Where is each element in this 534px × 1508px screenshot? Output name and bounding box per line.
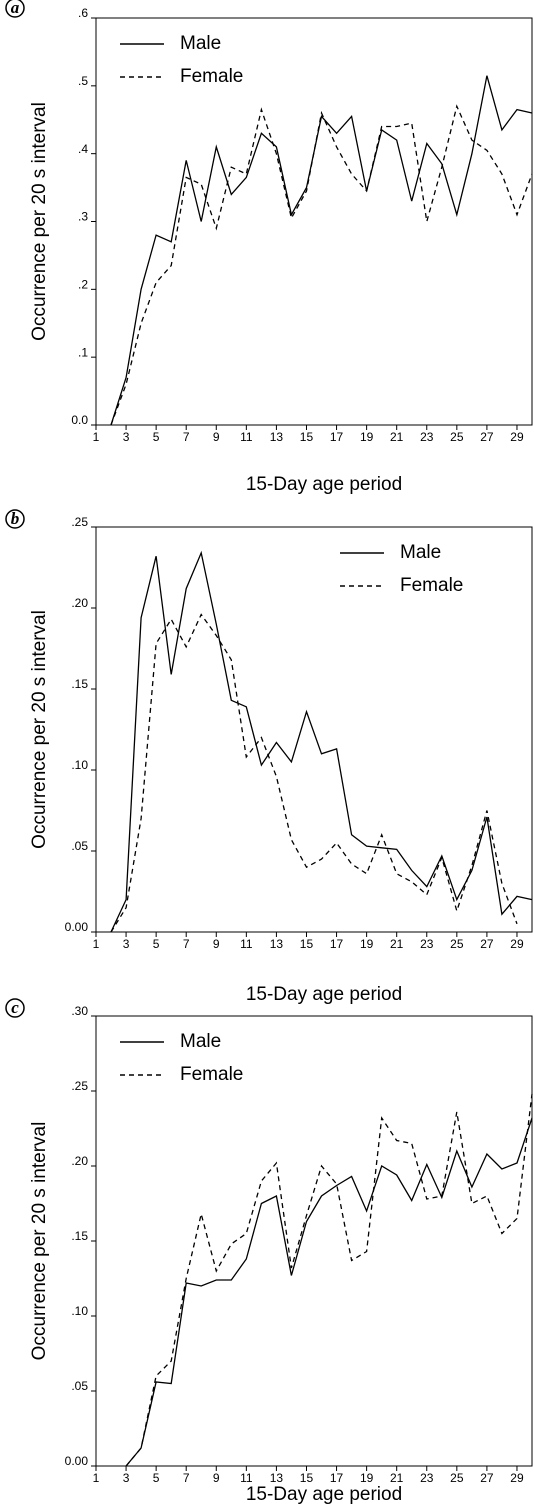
panel: c0.00.05.10.15.20.25.301 3 5 7 9 11 13 15 17 19 21…: [5, 998, 533, 1505]
y-tick-label: .6: [78, 6, 88, 20]
y-axis-title: Occurrence per 20 s interval: [29, 610, 50, 849]
x-tick-label: 7: [183, 937, 190, 951]
panel: b0.00.05.10.15.20.251 3 5 7 9 11 13 15 17 19 21 23 2…: [5, 509, 533, 1005]
y-tick-label: .1: [78, 345, 88, 359]
x-tick-label: 29: [510, 937, 524, 951]
y-tick-label: .20: [71, 596, 88, 610]
x-tick-label: 17: [330, 1471, 344, 1485]
x-tick-label: 25: [450, 430, 464, 444]
x-tick-label: 27: [480, 937, 494, 951]
y-tick-label: .10: [71, 1304, 88, 1318]
y-axis-title: Occurrence per 20 s interval: [29, 1122, 50, 1361]
y-tick-label: .2: [78, 278, 88, 292]
x-tick-label: 13: [270, 1471, 284, 1485]
x-tick-label: 13: [270, 937, 284, 951]
x-tick-label: 5: [153, 430, 160, 444]
y-tick-label: .30: [71, 1004, 88, 1018]
y-tick-label: .05: [71, 1379, 88, 1393]
legend-label: Male: [180, 1031, 221, 1052]
plot-frame: [95, 17, 533, 426]
y-tick-label: .05: [71, 839, 88, 853]
x-tick-label: 29: [510, 430, 524, 444]
y-tick-label: .4: [78, 142, 88, 156]
y-tick-label: .20: [71, 1154, 88, 1168]
series-line: [125, 1117, 533, 1467]
panel: a0.0.1.2.3.4.5.61 3 5 7 9 11 13 15 17 19 21 23 25 27 2…: [5, 0, 533, 495]
y-tick-label: .3: [78, 210, 88, 224]
x-tick-label: 21: [390, 937, 404, 951]
x-tick-label: 9: [213, 937, 220, 951]
x-tick-label: 21: [390, 1471, 404, 1485]
x-tick-label: 19: [360, 430, 374, 444]
x-tick-label: 25: [450, 937, 464, 951]
series-line: [110, 75, 533, 426]
y-tick-label: .15: [71, 677, 88, 691]
y-tick-label: .25: [71, 515, 88, 529]
y-tick-label: 0.00: [65, 920, 89, 934]
panel-label: b: [11, 509, 20, 528]
x-tick-label: 27: [480, 1471, 494, 1485]
x-tick-label: 5: [153, 937, 160, 951]
series-line: [125, 1093, 533, 1467]
x-tick-label: 9: [213, 430, 220, 444]
x-tick-label: 21: [390, 430, 404, 444]
x-tick-label: 29: [510, 1471, 524, 1485]
x-tick-label: 11: [240, 937, 253, 951]
x-tick-label: 13: [270, 430, 284, 444]
panel-label: a: [11, 0, 20, 17]
plot-frame: [95, 526, 533, 933]
y-tick-label: 0.00: [65, 1454, 89, 1468]
legend-label: Male: [400, 542, 441, 563]
x-tick-label: 7: [183, 1471, 190, 1485]
y-tick-label: .25: [71, 1079, 88, 1093]
legend-label: Male: [180, 33, 221, 54]
x-tick-label: 27: [480, 430, 494, 444]
legend-label: Female: [400, 575, 463, 596]
y-tick-label: 0.0: [71, 413, 88, 427]
x-tick-label: 3: [123, 937, 130, 951]
panel-label-circle: [5, 998, 25, 1018]
x-tick-label: 1: [93, 430, 100, 444]
x-tick-label: 15: [300, 1471, 314, 1485]
series-line: [110, 104, 533, 426]
panel-label-circle: [5, 509, 25, 529]
x-tick-label: 5: [153, 1471, 160, 1485]
x-tick-label: 19: [360, 937, 374, 951]
x-axis-title: 15-Day age period: [246, 1484, 402, 1505]
x-tick-label: 7: [183, 430, 190, 444]
y-tick-label: .10: [71, 758, 88, 772]
x-tick-label: 9: [213, 1471, 220, 1485]
x-tick-label: 23: [420, 937, 434, 951]
x-tick-label: 3: [123, 430, 130, 444]
legend-label: Female: [180, 1064, 243, 1085]
series-line: [110, 613, 518, 933]
y-axis-title: Occurrence per 20 s interval: [29, 102, 50, 341]
x-tick-label: 25: [450, 1471, 464, 1485]
plot-frame: [95, 1015, 533, 1467]
series-line: [110, 550, 533, 933]
x-tick-label: 15: [300, 430, 314, 444]
x-tick-label: 3: [123, 1471, 130, 1485]
panel-label-circle: [5, 0, 25, 18]
x-tick-label: 15: [300, 937, 314, 951]
x-axis-title: 15-Day age period: [246, 984, 402, 1005]
x-axis-title: 15-Day age period: [246, 474, 402, 495]
x-tick-label: 17: [330, 937, 344, 951]
x-tick-label: 1: [93, 1471, 100, 1485]
x-tick-label: 1: [93, 937, 100, 951]
x-tick-label: 11: [240, 430, 253, 444]
x-tick-label: 23: [420, 430, 434, 444]
y-tick-label: .5: [78, 74, 88, 88]
x-tick-label: 23: [420, 1471, 434, 1485]
y-tick-label: .15: [71, 1229, 88, 1243]
x-tick-label: 19: [360, 1471, 374, 1485]
legend-label: Female: [180, 66, 243, 87]
x-tick-label: 11: [240, 1471, 253, 1485]
x-tick-label: 17: [330, 430, 344, 444]
panel-label: c: [11, 998, 19, 1017]
